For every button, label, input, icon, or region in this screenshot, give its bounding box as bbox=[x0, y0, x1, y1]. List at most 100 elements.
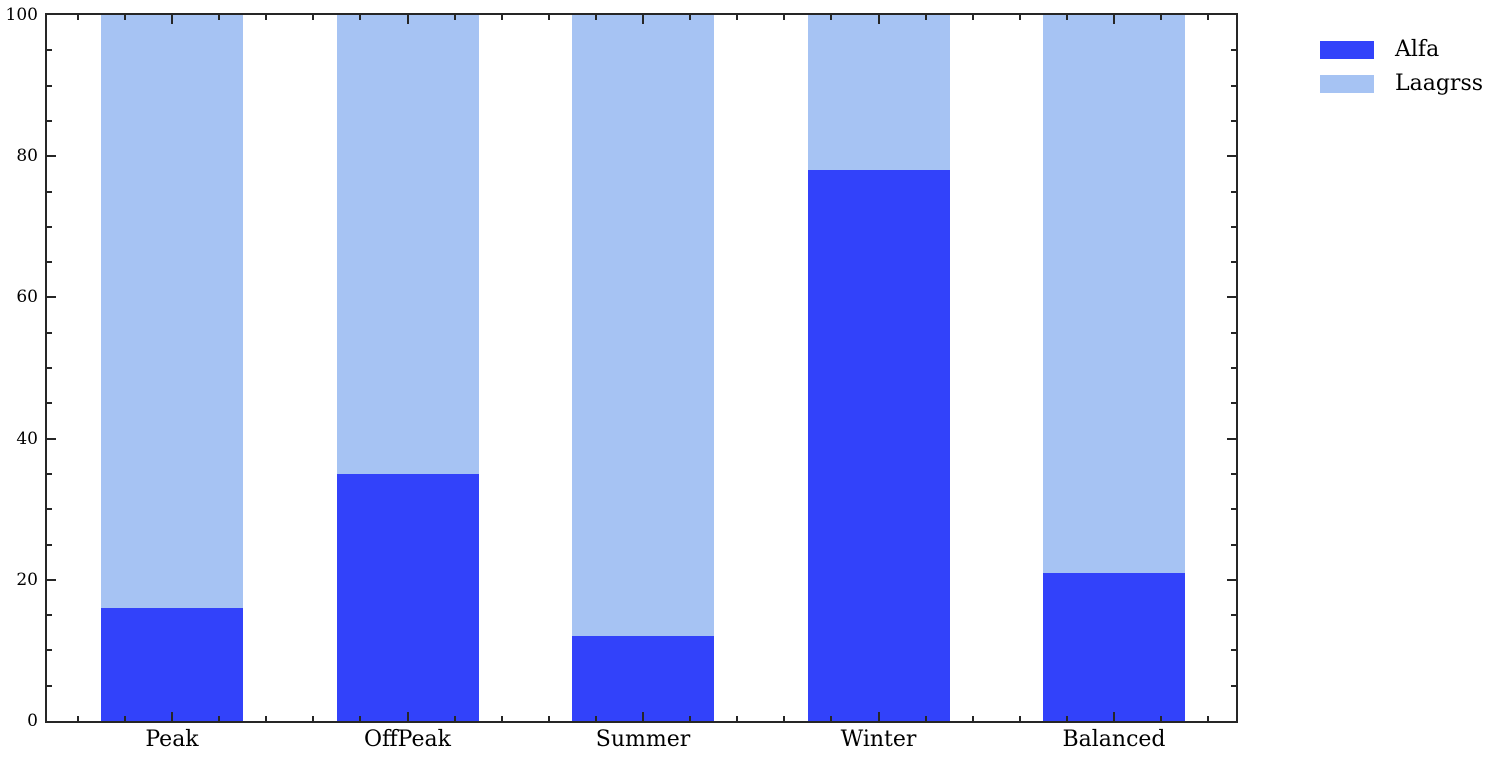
y-axis-minor-tick bbox=[1231, 472, 1236, 475]
bar-segment-alfa-balanced bbox=[1043, 572, 1185, 721]
y-axis-minor-tick bbox=[1231, 649, 1236, 652]
y-axis-minor-tick bbox=[47, 84, 52, 87]
y-axis-minor-tick bbox=[1231, 261, 1236, 264]
x-axis-minor-tick bbox=[1160, 716, 1163, 721]
x-axis-major-tick bbox=[406, 712, 409, 721]
x-axis-minor-tick bbox=[265, 15, 268, 20]
plot-area bbox=[45, 13, 1238, 723]
y-tick-label-60: 60 bbox=[16, 287, 38, 308]
x-axis-minor-tick bbox=[971, 716, 974, 721]
y-axis-minor-tick bbox=[1231, 225, 1236, 228]
x-axis-minor-tick bbox=[500, 716, 503, 721]
bar-segment-laagrss-offpeak bbox=[336, 15, 479, 474]
bar-segment-alfa-peak bbox=[101, 608, 243, 721]
bar-segment-alfa-summer bbox=[572, 636, 714, 721]
y-axis-minor-tick bbox=[1231, 508, 1236, 511]
x-axis-minor-tick bbox=[736, 716, 739, 721]
x-axis-major-tick bbox=[877, 15, 880, 24]
x-axis-minor-tick bbox=[594, 716, 597, 721]
bar-summer bbox=[572, 15, 714, 721]
y-axis-major-tick bbox=[47, 578, 56, 581]
y-axis-major-tick bbox=[47, 155, 56, 158]
y-axis-minor-tick bbox=[47, 225, 52, 228]
x-axis-minor-tick bbox=[1065, 716, 1068, 721]
x-axis-minor-tick bbox=[453, 15, 456, 20]
y-axis-minor-tick bbox=[1231, 331, 1236, 334]
legend-label-laagrss: Laagrss bbox=[1395, 71, 1484, 96]
y-axis-minor-tick bbox=[1231, 190, 1236, 193]
x-tick-label-summer: Summer bbox=[595, 727, 691, 752]
x-axis-minor-tick bbox=[547, 716, 550, 721]
x-axis-minor-tick bbox=[1207, 716, 1210, 721]
x-axis-minor-tick bbox=[830, 716, 833, 721]
x-axis-minor-tick bbox=[547, 15, 550, 20]
x-axis-minor-tick bbox=[123, 716, 126, 721]
bar-segment-laagrss-summer bbox=[572, 15, 714, 637]
y-axis-minor-tick bbox=[47, 614, 52, 617]
y-axis-minor-tick bbox=[47, 49, 52, 52]
x-axis-minor-tick bbox=[1018, 716, 1021, 721]
x-axis-minor-tick bbox=[359, 716, 362, 721]
y-tick-label-0: 0 bbox=[27, 711, 38, 731]
legend-item-laagrss: Laagrss bbox=[1320, 73, 1483, 95]
x-axis-minor-tick bbox=[971, 15, 974, 20]
y-tick-label-80: 80 bbox=[16, 146, 38, 167]
y-axis-minor-tick bbox=[47, 190, 52, 193]
y-axis-minor-tick bbox=[47, 472, 52, 475]
y-axis-major-tick bbox=[1227, 296, 1236, 299]
x-tick-label-balanced: Balanced bbox=[1062, 727, 1166, 752]
legend-item-alfa: Alfa bbox=[1320, 39, 1483, 61]
x-axis-minor-tick bbox=[359, 15, 362, 20]
x-axis-minor-tick bbox=[218, 15, 221, 20]
x-axis-minor-tick bbox=[312, 716, 315, 721]
y-axis-major-tick bbox=[47, 296, 56, 299]
x-axis-major-tick bbox=[1113, 15, 1115, 24]
x-axis-major-tick bbox=[642, 15, 644, 24]
bar-segment-laagrss-winter bbox=[807, 15, 950, 171]
x-axis-major-tick bbox=[877, 712, 880, 721]
x-axis-minor-tick bbox=[453, 716, 456, 721]
x-axis-minor-tick bbox=[689, 716, 692, 721]
y-axis-minor-tick bbox=[1231, 119, 1236, 122]
y-axis-major-tick bbox=[47, 437, 56, 440]
x-axis-minor-tick bbox=[1065, 15, 1068, 20]
y-tick-label-40: 40 bbox=[16, 428, 38, 449]
y-axis-minor-tick bbox=[47, 508, 52, 511]
legend-swatch-alfa bbox=[1320, 41, 1374, 59]
x-axis-minor-tick bbox=[1018, 15, 1021, 20]
x-axis-major-tick bbox=[171, 15, 173, 24]
x-axis-major-tick bbox=[642, 712, 644, 721]
x-axis-minor-tick bbox=[736, 15, 739, 20]
x-axis-minor-tick bbox=[783, 716, 786, 721]
x-tick-label-peak: Peak bbox=[145, 727, 199, 752]
y-axis-minor-tick bbox=[1231, 402, 1236, 405]
x-axis-major-tick bbox=[406, 15, 409, 24]
x-axis-minor-tick bbox=[76, 15, 79, 20]
x-axis-minor-tick bbox=[218, 716, 221, 721]
bar-winter bbox=[807, 15, 950, 721]
y-axis-minor-tick bbox=[1231, 49, 1236, 52]
y-axis-minor-tick bbox=[1231, 543, 1236, 546]
x-axis-minor-tick bbox=[594, 15, 597, 20]
y-axis-major-tick bbox=[1227, 437, 1236, 440]
x-axis-minor-tick bbox=[123, 15, 126, 20]
x-axis-minor-tick bbox=[1207, 15, 1210, 20]
bar-segment-alfa-offpeak bbox=[336, 473, 479, 721]
bar-balanced bbox=[1043, 15, 1185, 721]
x-tick-label-offpeak: OffPeak bbox=[364, 727, 451, 752]
x-axis-major-tick bbox=[171, 712, 173, 721]
x-axis-minor-tick bbox=[924, 716, 927, 721]
y-axis-minor-tick bbox=[1231, 684, 1236, 687]
y-axis-minor-tick bbox=[47, 543, 52, 546]
y-axis-minor-tick bbox=[47, 684, 52, 687]
legend-swatch-laagrss bbox=[1320, 75, 1374, 93]
bar-offpeak bbox=[336, 15, 479, 721]
x-axis-minor-tick bbox=[265, 716, 268, 721]
y-axis-minor-tick bbox=[47, 119, 52, 122]
x-axis-major-tick bbox=[1113, 712, 1115, 721]
x-axis-minor-tick bbox=[1160, 15, 1163, 20]
y-axis-minor-tick bbox=[47, 649, 52, 652]
y-axis-major-tick bbox=[1227, 578, 1236, 581]
legend: Alfa Laagrss bbox=[1320, 39, 1483, 107]
